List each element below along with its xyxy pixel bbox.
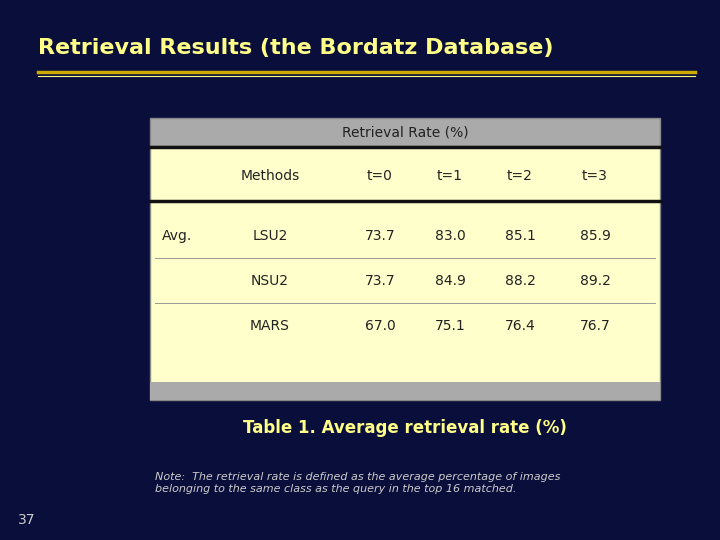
Text: 83.0: 83.0 [435,229,465,243]
Text: 84.9: 84.9 [435,274,465,288]
Text: 89.2: 89.2 [580,274,611,288]
Bar [150,118,660,146]
Text: MARS: MARS [250,319,290,333]
Text: 73.7: 73.7 [365,229,395,243]
Text: 73.7: 73.7 [365,274,395,288]
Text: 76.7: 76.7 [580,319,611,333]
Text: 75.1: 75.1 [435,319,465,333]
Text: Note:  The retrieval rate is defined as the average percentage of images
belongi: Note: The retrieval rate is defined as t… [155,472,560,494]
Text: t=1: t=1 [437,169,463,183]
Bar [150,382,660,400]
Text: NSU2: NSU2 [251,274,289,288]
Text: 67.0: 67.0 [364,319,395,333]
Text: Retrieval Rate (%): Retrieval Rate (%) [342,125,468,139]
Text: Table 1. Average retrieval rate (%): Table 1. Average retrieval rate (%) [243,419,567,437]
Text: 76.4: 76.4 [505,319,536,333]
Bar [150,146,660,400]
Text: LSU2: LSU2 [252,229,288,243]
Text: t=0: t=0 [367,169,393,183]
Text: 37: 37 [18,513,35,527]
Text: 88.2: 88.2 [505,274,536,288]
Text: Methods: Methods [240,169,300,183]
Text: Retrieval Results (the Bordatz Database): Retrieval Results (the Bordatz Database) [38,38,554,58]
Text: 85.1: 85.1 [505,229,536,243]
Text: t=3: t=3 [582,169,608,183]
Text: t=2: t=2 [507,169,533,183]
Text: 85.9: 85.9 [580,229,611,243]
Text: Avg.: Avg. [162,229,192,243]
